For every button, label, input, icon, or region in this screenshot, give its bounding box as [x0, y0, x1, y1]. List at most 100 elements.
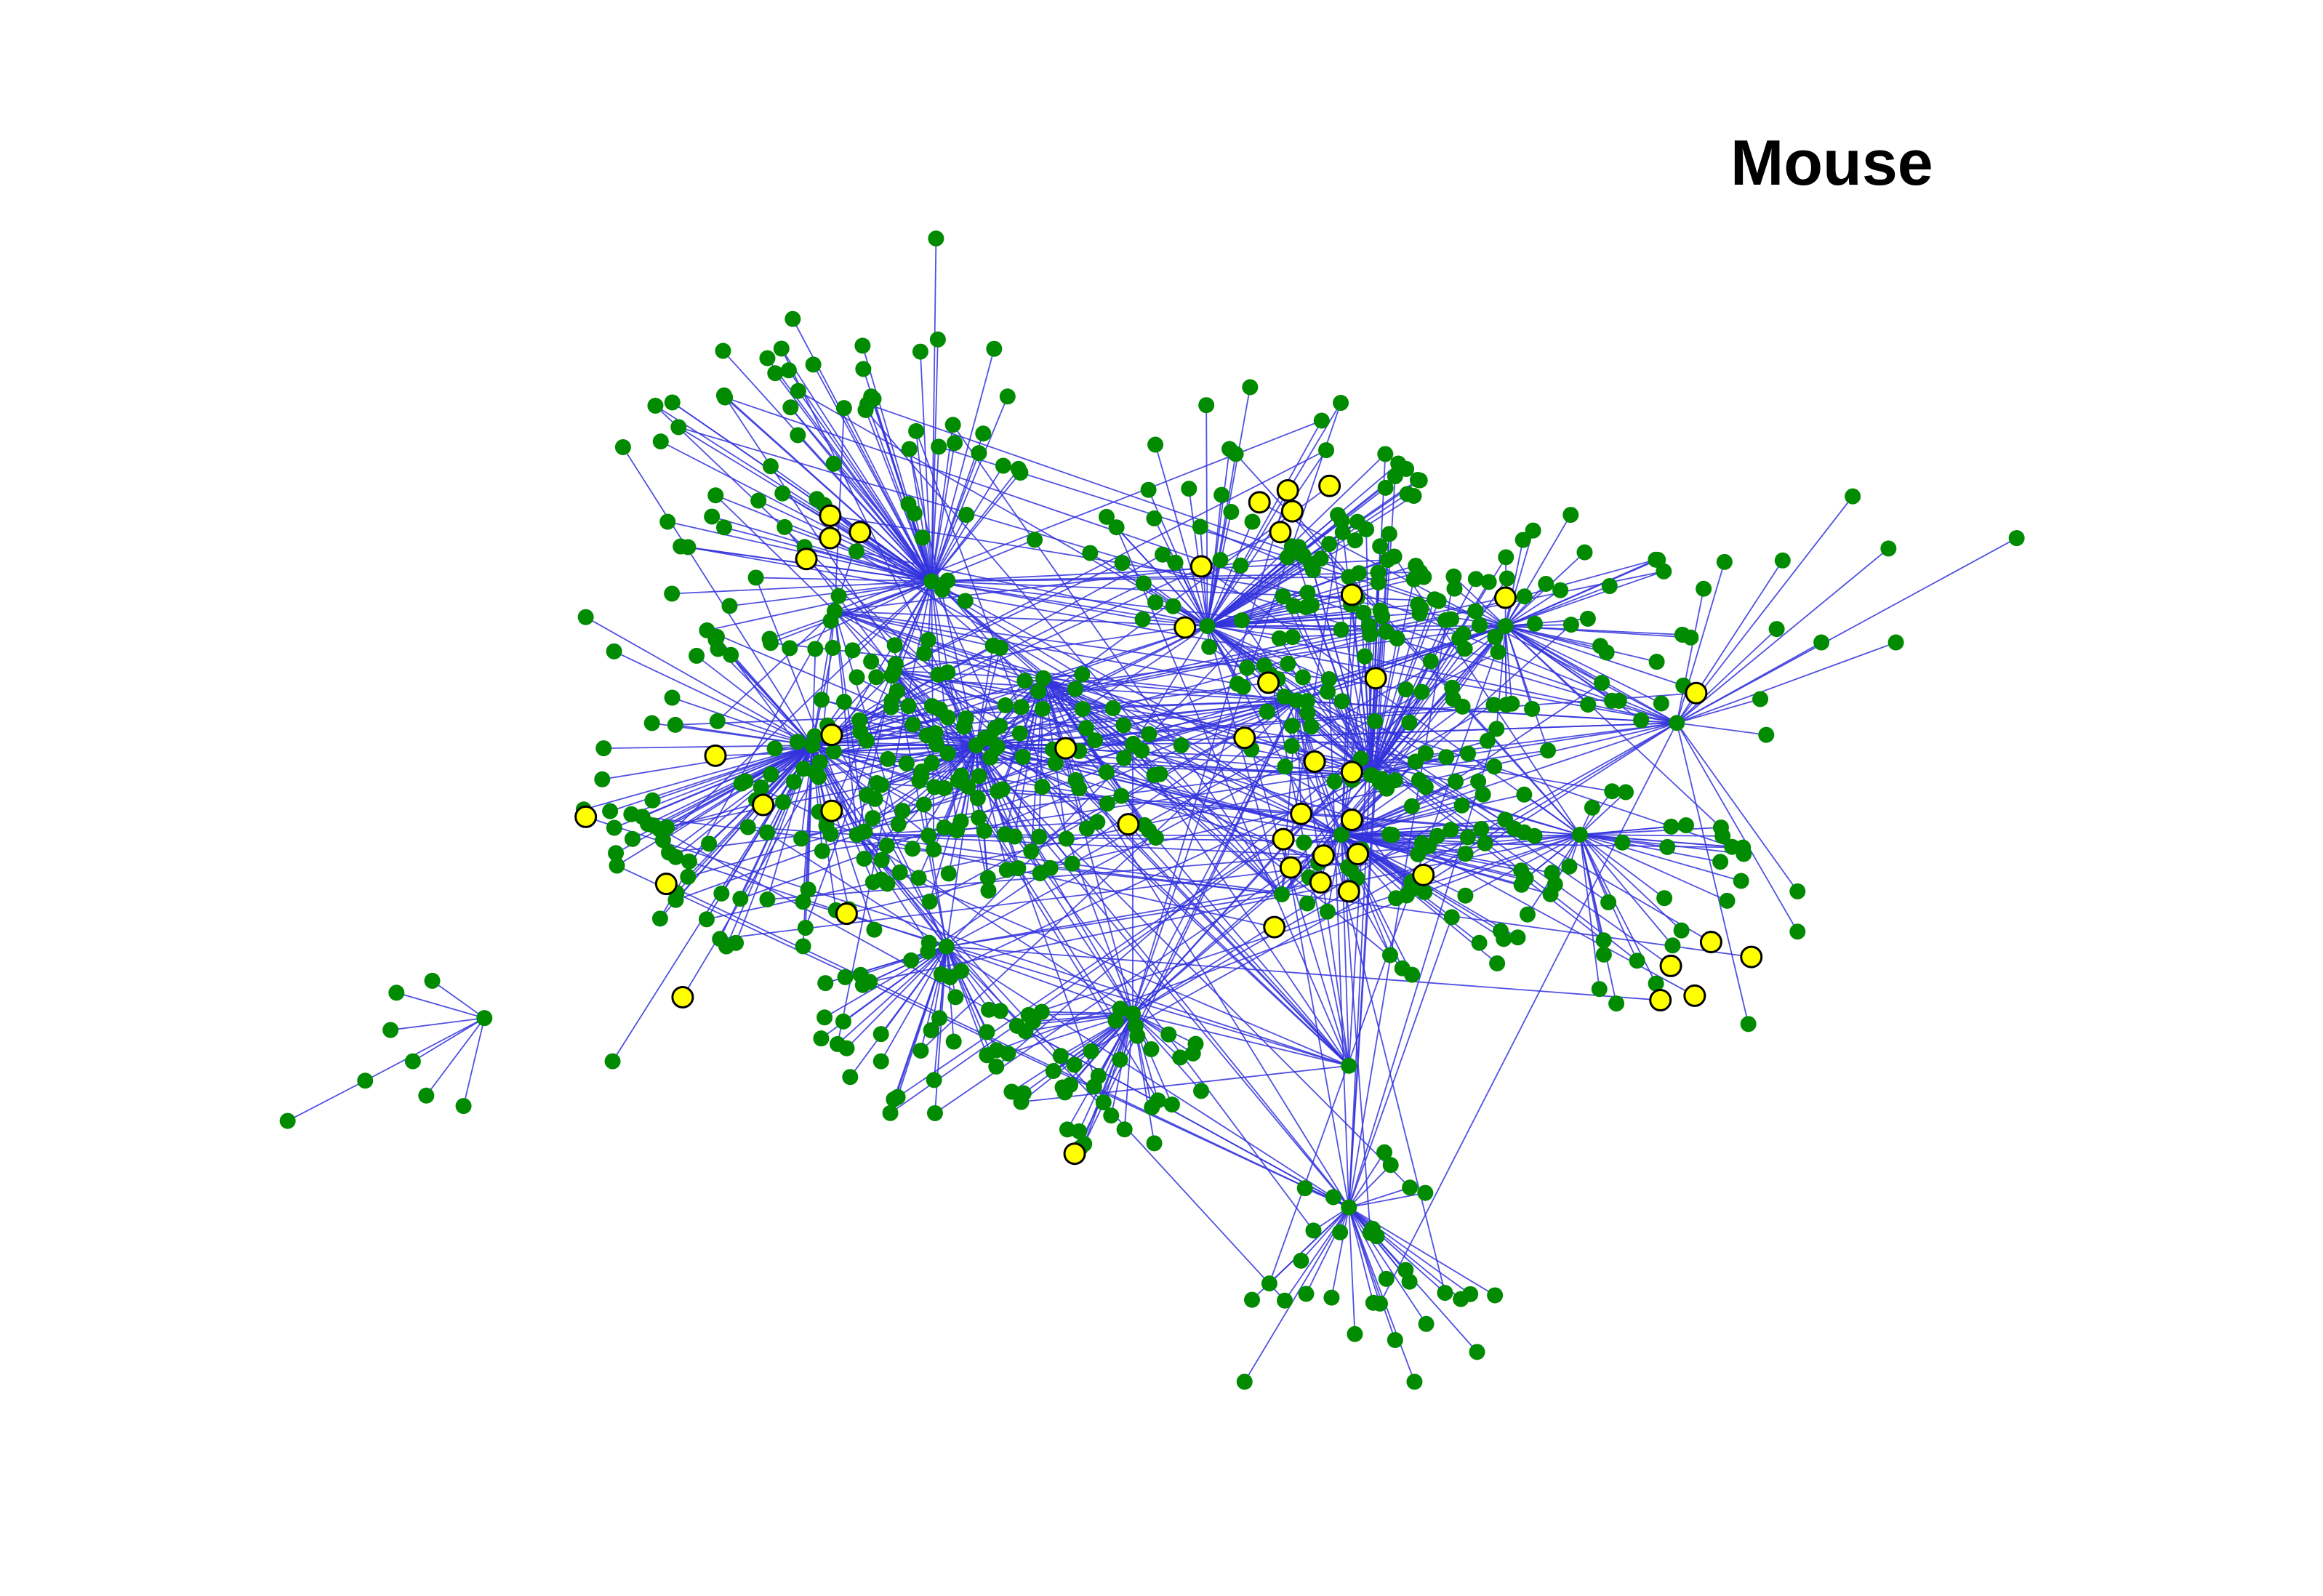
graph-node-highlighted [1117, 813, 1140, 836]
graph-node [1003, 1083, 1020, 1100]
graph-node [1095, 1094, 1112, 1111]
graph-edge [1676, 641, 1896, 724]
graph-node [1387, 1331, 1403, 1348]
graph-edge [364, 1017, 485, 1082]
graph-node [938, 938, 955, 955]
graph-node [1320, 683, 1336, 700]
graph-node [976, 822, 992, 839]
graph-edge [946, 881, 1321, 947]
graph-node [1135, 575, 1152, 592]
graph-node [715, 342, 731, 359]
graph-edge [729, 580, 932, 607]
graph-node [1519, 906, 1536, 923]
graph-node [1319, 903, 1336, 920]
graph-edge [1348, 729, 1498, 1208]
graph-node [1399, 486, 1416, 502]
graph-node [652, 433, 669, 450]
graph-node [763, 766, 779, 783]
graph-node [1406, 1374, 1423, 1390]
graph-edge [946, 946, 1001, 1011]
graph-node [1367, 713, 1384, 729]
graph-node [761, 630, 778, 647]
graph-node [750, 492, 767, 509]
graph-node [1469, 1344, 1485, 1360]
graph-node [1488, 721, 1505, 737]
graph-edge [758, 500, 932, 582]
graph-node [1274, 886, 1290, 902]
graph-edge [724, 396, 932, 582]
graph-node [975, 425, 992, 442]
graph-node [1492, 923, 1509, 939]
graph-edge [920, 699, 1298, 1051]
graph-node [1443, 909, 1460, 926]
graph-edge [1348, 1207, 1387, 1280]
graph-edge [1206, 449, 1230, 627]
graph-node [1125, 1006, 1141, 1022]
graph-node [904, 716, 921, 733]
graph-node [1201, 638, 1218, 655]
graph-edge [1043, 678, 1080, 752]
graph-node [624, 830, 641, 847]
graph-edge [1341, 834, 1350, 1066]
graph-node-highlighted [1276, 478, 1299, 502]
graph-node [1192, 518, 1208, 535]
graph-node [1418, 1315, 1435, 1332]
graph-node [1845, 488, 1861, 505]
graph-edge [1579, 834, 1665, 899]
graph-node [1421, 838, 1437, 854]
graph-edge [1284, 1206, 1349, 1302]
graph-node [1467, 571, 1484, 588]
graph-edge [1132, 402, 1341, 1014]
graph-node [670, 419, 687, 436]
graph-node [1140, 481, 1157, 498]
graph-node [807, 641, 824, 657]
graph-node [1236, 1374, 1253, 1390]
graph-node [1146, 1135, 1163, 1152]
graph-node [1030, 683, 1047, 699]
graph-node [1562, 507, 1579, 524]
graph-edge [834, 610, 1001, 649]
graph-node [701, 835, 718, 852]
graph-edge [880, 946, 947, 1062]
graph-node [1538, 575, 1554, 592]
graph-node [1417, 1184, 1434, 1201]
graph-node [898, 755, 915, 771]
graph-node-highlighted [574, 805, 598, 828]
graph-node [1789, 883, 1806, 899]
graph-edge [1331, 1207, 1350, 1298]
graph-node [1608, 995, 1625, 1012]
graph-edge [1505, 585, 1610, 627]
graph-edge [1281, 682, 1602, 895]
graph-node [476, 1010, 493, 1027]
graph-edge [1305, 1207, 1350, 1294]
graph-node [1086, 732, 1103, 749]
graph-node [1712, 819, 1729, 836]
graph-edge [1207, 611, 1364, 627]
graph-node [1325, 1189, 1341, 1206]
graph-node [1303, 597, 1320, 614]
graph-edge [585, 616, 813, 746]
graph-edge [1244, 722, 1677, 739]
graph-node [947, 435, 963, 452]
graph-node [1244, 513, 1261, 530]
graph-node [1378, 1270, 1395, 1287]
graph-edge [425, 1017, 485, 1096]
graph-node [614, 439, 631, 455]
graph-node [594, 771, 611, 787]
graph-node [1341, 569, 1357, 585]
graph-node [1517, 870, 1534, 886]
graph-node [1320, 671, 1337, 688]
graph-node [782, 640, 798, 657]
graph-node [1379, 552, 1396, 569]
graph-edge [1676, 548, 1889, 723]
graph-edge [1348, 534, 1390, 1208]
graph-edge [1677, 722, 1767, 736]
graph-node [1181, 481, 1197, 497]
graph-edge [642, 745, 813, 818]
graph-node [1212, 552, 1229, 569]
graph-node [1284, 718, 1301, 734]
graph-node-highlighted [1269, 521, 1292, 544]
graph-node [928, 230, 944, 246]
graph-node [864, 874, 881, 891]
graph-node [810, 769, 827, 785]
